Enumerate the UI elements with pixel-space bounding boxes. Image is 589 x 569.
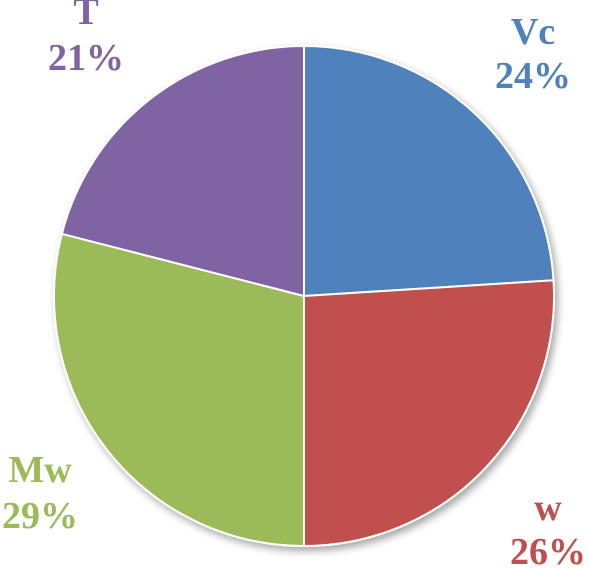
slice-value-t: 21% [48,37,124,79]
slice-value-w: 26% [510,531,586,569]
pie-slice-mw [53,232,305,548]
slice-value-mw: 29% [2,495,78,537]
pie-slice-t [60,44,305,298]
slice-label-mw: Mw [8,449,72,491]
pie-slice-vc [303,44,555,298]
pie-slice-w [303,279,555,548]
slice-label-vc: Vc [511,11,555,53]
pie-slices [53,44,555,548]
slice-label-t: T [73,0,98,33]
slice-label-w: w [534,487,562,529]
slice-value-vc: 24% [495,55,571,97]
